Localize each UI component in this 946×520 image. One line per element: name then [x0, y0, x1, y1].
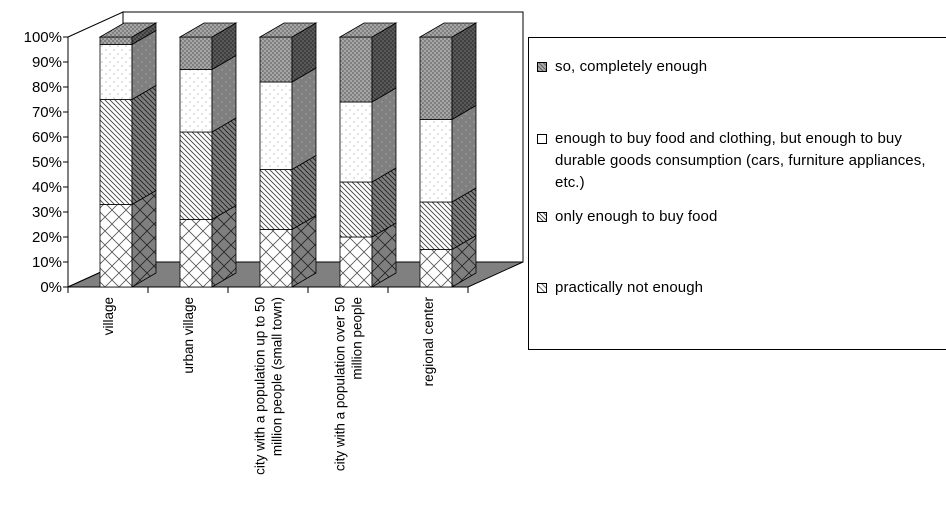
bar-segment [259, 154, 317, 231]
bar-segment-front [99, 36, 133, 45]
bar-segment-side [291, 67, 317, 171]
bar-segment [259, 214, 317, 288]
bar-segment-front [259, 36, 293, 83]
bar-segment [419, 22, 477, 121]
x-category-label: urban village [181, 297, 196, 374]
y-tick-label: 40% [32, 179, 62, 196]
bar-segment-front [179, 36, 213, 70]
bar-segment-front [419, 201, 453, 250]
legend-label: practically not enough [555, 279, 704, 296]
bar-segment-front [339, 36, 373, 103]
bar-segment [179, 204, 237, 288]
x-category-label: village [101, 297, 116, 335]
bar-segment [259, 67, 317, 171]
legend-item: so, completely enough [537, 56, 946, 78]
bar-segment [179, 54, 237, 133]
bar-segment-front [339, 101, 373, 183]
y-tick-label: 10% [32, 254, 62, 271]
y-tick-label: 0% [40, 279, 62, 296]
bar-segment-front [259, 81, 293, 170]
bar-segment [339, 222, 397, 288]
bar-segment [419, 234, 477, 288]
bar-segment-side [371, 87, 397, 183]
y-tick-label: 30% [32, 204, 62, 221]
legend-swatch [537, 283, 547, 293]
legend-item: only enough to buy food [537, 206, 946, 228]
bar-segment-side [211, 117, 237, 221]
legend-swatch [537, 212, 547, 222]
bar-segment [99, 29, 157, 101]
bar-segment-front [339, 181, 373, 238]
bar-segment-front [419, 119, 453, 203]
legend-item: enough to buy food and clothing, but eno… [537, 128, 946, 194]
bar-segment-front [179, 69, 213, 133]
bar-segment-front [419, 36, 453, 120]
bar-segment-front [179, 131, 213, 220]
bar-segment [419, 104, 477, 203]
legend-item: practically not enough [537, 277, 946, 299]
x-category-label: city with a population over 50 [333, 297, 348, 471]
bar-segment-front [259, 169, 293, 230]
y-tick-label: 90% [32, 54, 62, 71]
legend-label: enough to buy food and clothing, but eno… [555, 130, 926, 191]
bar-top [178, 22, 238, 38]
x-category-label: million people (small town) [270, 297, 285, 456]
bar-top [98, 22, 158, 38]
bar-top [418, 22, 478, 38]
bar-segment-front [179, 219, 213, 288]
bar-segment [339, 167, 397, 238]
bar-segment-front [99, 204, 133, 288]
y-tick-label: 60% [32, 129, 62, 146]
x-category-label: million people [350, 297, 365, 380]
bar-segment-front [339, 236, 373, 288]
x-category-label: regional center [421, 297, 436, 387]
y-tick-label: 80% [32, 79, 62, 96]
bar-segment [419, 187, 477, 251]
bar-segment-front [99, 44, 133, 100]
bar-top [338, 22, 398, 38]
bar-segment [179, 117, 237, 221]
bar-top [258, 22, 318, 38]
bar-segment-side [451, 104, 477, 203]
y-tick-label: 100% [24, 29, 62, 46]
legend-label: so, completely enough [555, 58, 708, 75]
bar-segment [259, 22, 317, 83]
y-tick-label: 70% [32, 104, 62, 121]
y-tick-label: 50% [32, 154, 62, 171]
legend-swatch [537, 62, 547, 72]
legend-swatch [537, 134, 547, 144]
bar-segment-front [419, 249, 453, 288]
bar-segment [99, 189, 157, 288]
bar-segment-side [131, 189, 157, 288]
bar-segment-side [451, 22, 477, 121]
y-tick-label: 20% [32, 229, 62, 246]
x-category-label: city with a population up to 50 [253, 297, 268, 475]
bar-segment-front [259, 229, 293, 288]
bar-segment [179, 22, 237, 71]
bar-segment [99, 84, 157, 206]
chart-legend: so, completely enough enough to buy food … [528, 37, 946, 350]
bar-segment-side [131, 84, 157, 206]
legend-label: only enough to buy food [555, 208, 718, 225]
bar-segment [339, 87, 397, 183]
bar-segment-front [99, 99, 133, 205]
